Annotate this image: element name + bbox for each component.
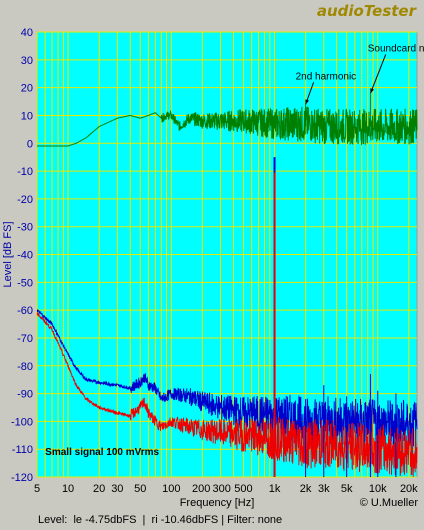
- y-tick-label: -110: [12, 444, 33, 456]
- x-tick-label: 300: [213, 483, 231, 495]
- y-tick-label: 20: [21, 83, 33, 95]
- status-bar-level: Level: le -4.75dbFS | ri -10.46dbFS | Fi…: [38, 514, 283, 526]
- annotation-group: Soundcard nonlinearity 2nd harmonic Small …: [45, 43, 424, 457]
- x-tick-label: 10k: [369, 483, 387, 495]
- y-tick-labels: 40 30 20 10 0 -10 -20 -30 -40 -50 -60 -70 -80 -90 -100…: [11, 27, 33, 484]
- x-tick-label: 10: [62, 483, 74, 495]
- x-tick-label: 5: [34, 483, 40, 495]
- annotation-label: Soundcard nonlinearity: [368, 43, 424, 54]
- copyright-label: © U.Mueller: [360, 497, 419, 509]
- y-tick-label: -100: [11, 416, 33, 428]
- annotation-arrow: [370, 54, 387, 94]
- x-axis-label: Frequency [Hz]: [180, 497, 255, 509]
- annotation-label: Small signal 100 mVrms: [45, 447, 159, 458]
- series-line: [36, 312, 418, 477]
- app-brand-logo: audioTester: [316, 2, 416, 20]
- y-tick-label: 10: [21, 110, 33, 122]
- y-tick-label: -10: [17, 166, 33, 178]
- y-tick-label: -80: [17, 361, 33, 373]
- annotation-arrowhead: [305, 99, 310, 105]
- annotation-arrowhead: [370, 88, 374, 94]
- x-tick-label: 3k: [318, 483, 330, 495]
- y-tick-label: -40: [17, 250, 33, 262]
- x-tick-label: 30: [111, 483, 123, 495]
- y-tick-label: -70: [17, 333, 33, 345]
- y-tick-label: -20: [17, 194, 33, 206]
- y-tick-label: -60: [17, 305, 33, 317]
- y-tick-label: 30: [21, 55, 33, 67]
- x-tick-label: 100: [162, 483, 180, 495]
- y-tick-label: -50: [17, 277, 33, 289]
- y-tick-label: -120: [11, 472, 33, 484]
- series-line: [36, 308, 418, 449]
- x-tick-label: 1k: [269, 483, 281, 495]
- y-axis-label: Level [dB FS]: [2, 221, 14, 287]
- x-tick-label: 200: [192, 483, 210, 495]
- spectrum-chart: Soundcard nonlinearity 2nd harmonic Small …: [2, 27, 424, 509]
- y-tick-label: 0: [27, 138, 33, 150]
- annotation-label: 2nd harmonic: [296, 71, 357, 82]
- x-tick-labels: 5 10 20 30 50 100 200 300 500 1k 2k 3k 5k 10k 20k: [34, 483, 418, 495]
- y-tick-label: 40: [21, 27, 33, 39]
- series-line: [37, 106, 418, 147]
- x-tick-label: 20k: [400, 483, 418, 495]
- series-group: [36, 106, 418, 477]
- x-tick-label: 5k: [341, 483, 353, 495]
- x-tick-label: 20: [93, 483, 105, 495]
- x-tick-label: 2k: [300, 483, 312, 495]
- y-tick-label: -90: [17, 389, 33, 401]
- x-tick-label: 50: [134, 483, 146, 495]
- y-tick-label: -30: [17, 222, 33, 234]
- peak-group: [273, 93, 397, 477]
- x-tick-label: 500: [234, 483, 252, 495]
